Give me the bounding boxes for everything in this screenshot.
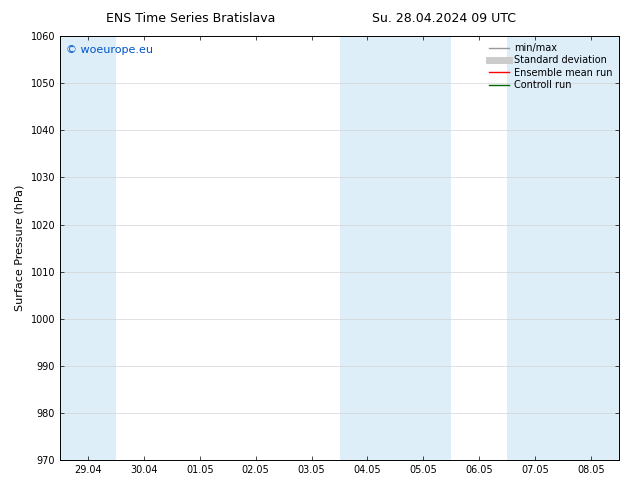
- Bar: [507, 36, 619, 460]
- Text: © woeurope.eu: © woeurope.eu: [66, 45, 153, 54]
- Y-axis label: Surface Pressure (hPa): Surface Pressure (hPa): [15, 185, 25, 311]
- Text: Su. 28.04.2024 09 UTC: Su. 28.04.2024 09 UTC: [372, 12, 516, 25]
- Legend: min/max, Standard deviation, Ensemble mean run, Controll run: min/max, Standard deviation, Ensemble me…: [488, 41, 614, 92]
- Bar: [340, 36, 451, 460]
- Text: ENS Time Series Bratislava: ENS Time Series Bratislava: [105, 12, 275, 25]
- Bar: [60, 36, 116, 460]
